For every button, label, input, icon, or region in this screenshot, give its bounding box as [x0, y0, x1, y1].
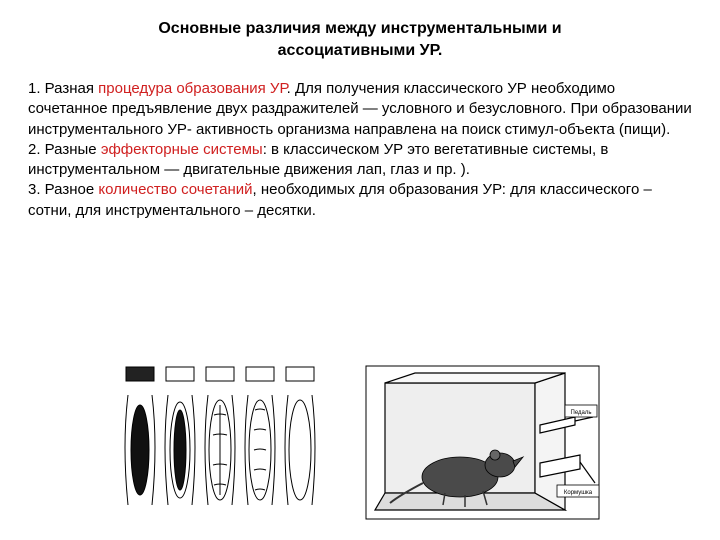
feeder-label: Кормушка	[564, 490, 593, 496]
title-line2: ассоциативными УР.	[278, 42, 443, 59]
p1-highlight: процедура образования УР	[98, 80, 286, 97]
page-title: Основные различия между инструментальным…	[28, 18, 692, 61]
body-text: 1. Разная процедура образования УР. Для …	[28, 79, 692, 221]
p3-prefix: 3. Разное	[28, 181, 98, 198]
p1-prefix: 1. Разная	[28, 80, 98, 97]
pedal-label: Педаль	[571, 410, 592, 416]
skinner-box-diagram: Педаль Кормушка	[365, 365, 600, 520]
p3-highlight: количество сочетаний	[98, 181, 252, 198]
figures-row: Педаль Кормушка	[0, 365, 720, 520]
larvae-diagram	[120, 365, 325, 520]
p2-prefix: 2. Разные	[28, 141, 101, 158]
title-line1: Основные различия между инструментальным…	[158, 20, 561, 37]
p2-highlight: эффекторные системы	[101, 141, 263, 158]
